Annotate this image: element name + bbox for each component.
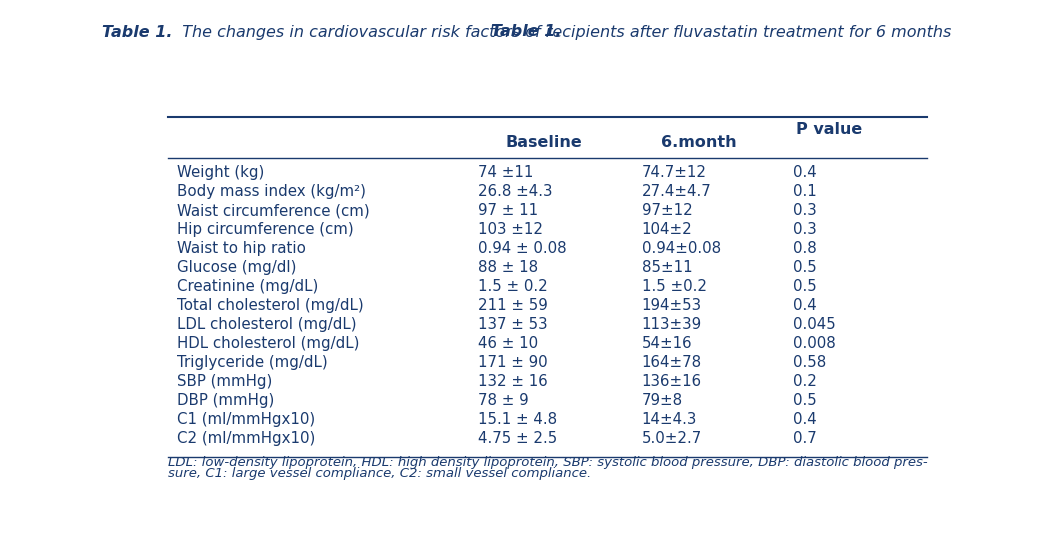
Text: Baseline: Baseline xyxy=(505,135,582,150)
Text: 0.5: 0.5 xyxy=(793,393,816,408)
Text: 0.008: 0.008 xyxy=(793,336,835,351)
Text: 137 ± 53: 137 ± 53 xyxy=(478,317,548,332)
Text: 46 ± 10: 46 ± 10 xyxy=(478,336,538,351)
Text: 211 ± 59: 211 ± 59 xyxy=(478,298,549,313)
Text: 6.month: 6.month xyxy=(661,135,737,150)
Text: LDL: low-density lipoprotein, HDL: high density lipoprotein, SBP: systolic blood: LDL: low-density lipoprotein, HDL: high … xyxy=(168,456,928,469)
Text: Weight (kg): Weight (kg) xyxy=(177,165,264,180)
Text: Waist circumference (cm): Waist circumference (cm) xyxy=(177,203,370,218)
Text: 74 ±11: 74 ±11 xyxy=(478,165,534,180)
Text: Total cholesterol (mg/dL): Total cholesterol (mg/dL) xyxy=(177,298,363,313)
Text: 0.5: 0.5 xyxy=(793,279,816,294)
Text: P value: P value xyxy=(796,122,862,137)
Text: Glucose (mg/dl): Glucose (mg/dl) xyxy=(177,260,296,275)
Text: SBP (mmHg): SBP (mmHg) xyxy=(177,374,272,389)
Text: 171 ± 90: 171 ± 90 xyxy=(478,355,548,370)
Text: 0.045: 0.045 xyxy=(793,317,835,332)
Text: Waist to hip ratio: Waist to hip ratio xyxy=(177,241,305,256)
Text: 0.2: 0.2 xyxy=(793,374,816,389)
Text: DBP (mmHg): DBP (mmHg) xyxy=(177,393,274,408)
Text: The changes in cardiovascular risk factors of recipients after fluvastatin treat: The changes in cardiovascular risk facto… xyxy=(172,25,952,40)
Text: LDL cholesterol (mg/dL): LDL cholesterol (mg/dL) xyxy=(177,317,356,332)
Text: 132 ± 16: 132 ± 16 xyxy=(478,374,549,389)
Text: C2 (ml/mmHgx10): C2 (ml/mmHgx10) xyxy=(177,431,315,446)
Text: 85±11: 85±11 xyxy=(641,260,692,275)
Text: 0.3: 0.3 xyxy=(793,203,816,218)
Text: 104±2: 104±2 xyxy=(641,222,693,237)
Text: 54±16: 54±16 xyxy=(641,336,692,351)
Text: 0.58: 0.58 xyxy=(793,355,826,370)
Text: 0.94±0.08: 0.94±0.08 xyxy=(641,241,721,256)
Text: 136±16: 136±16 xyxy=(641,374,701,389)
Text: 26.8 ±4.3: 26.8 ±4.3 xyxy=(478,184,553,199)
Text: Table 1.: Table 1. xyxy=(101,25,172,40)
Text: 164±78: 164±78 xyxy=(641,355,701,370)
Text: 194±53: 194±53 xyxy=(641,298,701,313)
Text: 27.4±4.7: 27.4±4.7 xyxy=(641,184,712,199)
Text: 1.5 ± 0.2: 1.5 ± 0.2 xyxy=(478,279,549,294)
Text: HDL cholesterol (mg/dL): HDL cholesterol (mg/dL) xyxy=(177,336,359,351)
Text: 78 ± 9: 78 ± 9 xyxy=(478,393,529,408)
Text: Hip circumference (cm): Hip circumference (cm) xyxy=(177,222,353,237)
Text: 15.1 ± 4.8: 15.1 ± 4.8 xyxy=(478,412,558,427)
Text: 1.5 ±0.2: 1.5 ±0.2 xyxy=(641,279,707,294)
Text: 79±8: 79±8 xyxy=(641,393,682,408)
Text: Triglyceride (mg/dL): Triglyceride (mg/dL) xyxy=(177,355,327,370)
Text: 97±12: 97±12 xyxy=(641,203,693,218)
Text: 14±4.3: 14±4.3 xyxy=(641,412,697,427)
Text: 0.94 ± 0.08: 0.94 ± 0.08 xyxy=(478,241,568,256)
Text: 74.7±12: 74.7±12 xyxy=(641,165,707,180)
Text: 0.4: 0.4 xyxy=(793,412,816,427)
Text: 5.0±2.7: 5.0±2.7 xyxy=(641,431,702,446)
Text: Creatinine (mg/dL): Creatinine (mg/dL) xyxy=(177,279,318,294)
Text: 0.3: 0.3 xyxy=(793,222,816,237)
Text: sure, C1: large vessel compliance, C2: small vessel compliance.: sure, C1: large vessel compliance, C2: s… xyxy=(168,467,592,480)
Text: 0.4: 0.4 xyxy=(793,298,816,313)
Text: 113±39: 113±39 xyxy=(641,317,701,332)
Text: 0.1: 0.1 xyxy=(793,184,816,199)
Text: Body mass index (kg/m²): Body mass index (kg/m²) xyxy=(177,184,365,199)
Text: 97 ± 11: 97 ± 11 xyxy=(478,203,538,218)
Text: C1 (ml/mmHgx10): C1 (ml/mmHgx10) xyxy=(177,412,315,427)
Text: 0.7: 0.7 xyxy=(793,431,816,446)
Text: 0.4: 0.4 xyxy=(793,165,816,180)
Text: Table 1.: Table 1. xyxy=(492,24,561,40)
Text: 0.5: 0.5 xyxy=(793,260,816,275)
Text: 103 ±12: 103 ±12 xyxy=(478,222,543,237)
Text: 0.8: 0.8 xyxy=(793,241,816,256)
Text: 88 ± 18: 88 ± 18 xyxy=(478,260,538,275)
Text: 4.75 ± 2.5: 4.75 ± 2.5 xyxy=(478,431,558,446)
